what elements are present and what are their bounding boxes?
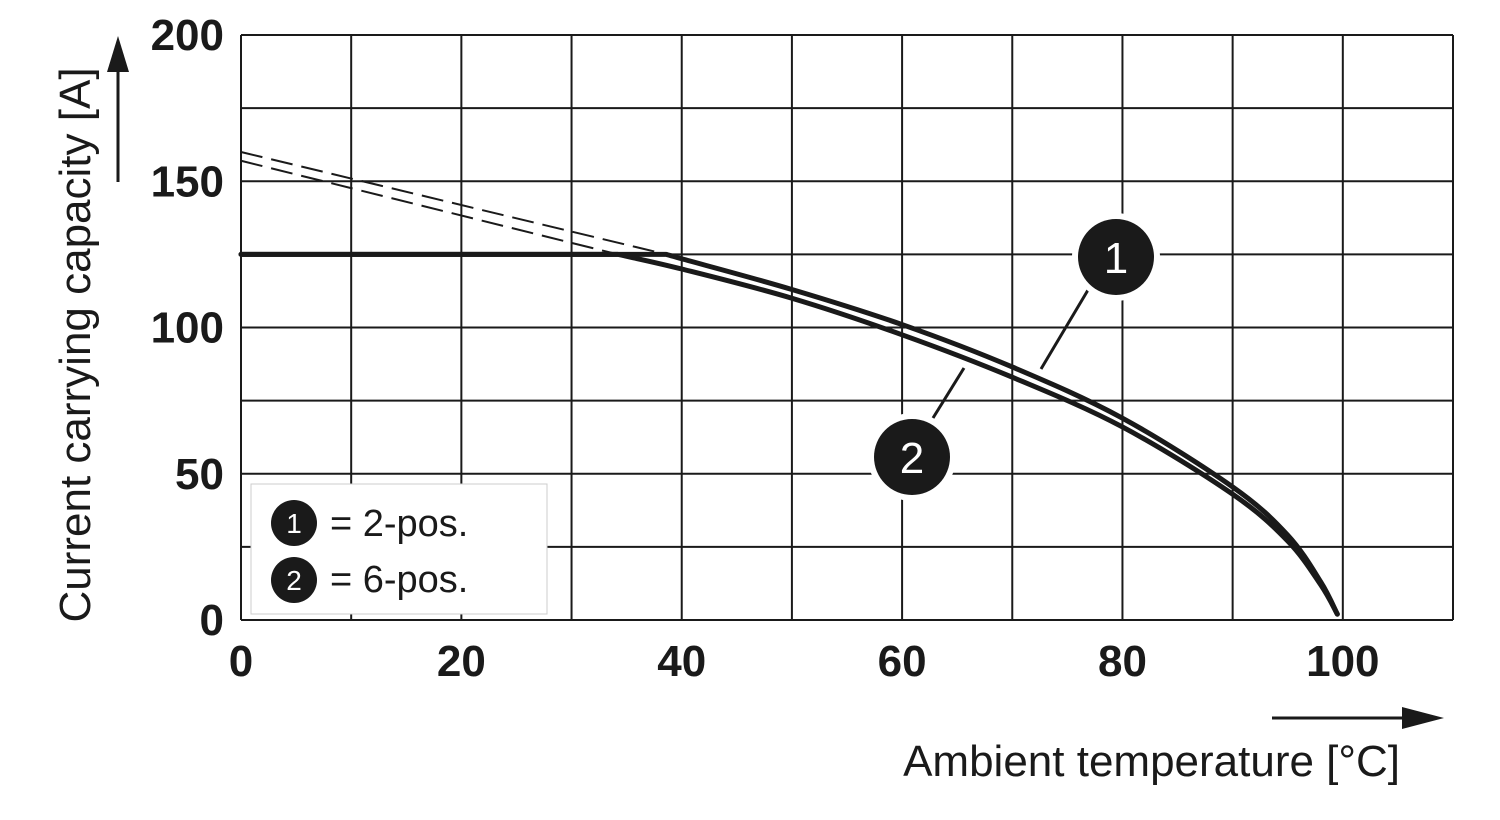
legend-badge-1-label: 1 — [286, 508, 302, 539]
legend-label-1: = 2-pos. — [330, 503, 468, 545]
y-tick-label: 0 — [200, 596, 224, 645]
callout-1-leader — [1039, 289, 1090, 370]
y-axis-title-group: Current carrying capacity [A] — [51, 36, 129, 623]
y-axis-title: Current carrying capacity [A] — [51, 67, 100, 622]
x-axis-title-group: Ambient temperature [°C] — [903, 707, 1444, 786]
callout-2-badge — [874, 419, 950, 495]
callout-2-leader — [931, 367, 966, 419]
x-axis-title: Ambient temperature [°C] — [903, 737, 1400, 786]
dashed-extension-1 — [240, 151, 667, 256]
x-tick-label: 60 — [878, 637, 927, 686]
legend-label-2: = 6-pos. — [330, 559, 468, 601]
series-line-2 — [238, 251, 1340, 617]
series-lines — [238, 251, 1340, 617]
legend-badge-2-label: 2 — [286, 565, 302, 596]
y-axis-arrow-head — [107, 36, 129, 72]
dashed-extension-2 — [240, 159, 619, 256]
y-tick-label: 100 — [151, 304, 224, 353]
legend-item-1: 1 = 2-pos. — [271, 500, 468, 546]
x-tick-label: 80 — [1098, 637, 1147, 686]
y-tick-label: 200 — [151, 11, 224, 60]
callout-1: 1 — [1039, 213, 1160, 370]
callout-2: 2 — [868, 367, 966, 501]
x-tick-label: 0 — [229, 637, 253, 686]
series-line-1 — [238, 251, 1340, 617]
y-tick-label: 150 — [151, 157, 224, 206]
grid — [240, 34, 1454, 621]
x-tick-label: 40 — [657, 637, 706, 686]
callout-2-label: 2 — [900, 434, 924, 483]
legend-badge-1 — [271, 500, 317, 546]
dashed-extensions — [240, 151, 667, 256]
y-tick-label: 50 — [175, 450, 224, 499]
y-tick-labels: 0 50 100 150 200 — [151, 11, 224, 645]
callout-1-label: 1 — [1104, 234, 1128, 283]
x-tick-labels: 0 20 40 60 80 100 — [229, 637, 1380, 686]
legend: 1 = 2-pos. 2 = 6-pos. — [250, 483, 548, 615]
callout-1-badge — [1078, 219, 1154, 295]
x-tick-label: 20 — [437, 637, 486, 686]
legend-item-2: 2 = 6-pos. — [271, 557, 468, 603]
legend-badge-2 — [271, 557, 317, 603]
x-tick-label: 100 — [1306, 637, 1379, 686]
x-axis-arrow-head — [1402, 707, 1444, 729]
